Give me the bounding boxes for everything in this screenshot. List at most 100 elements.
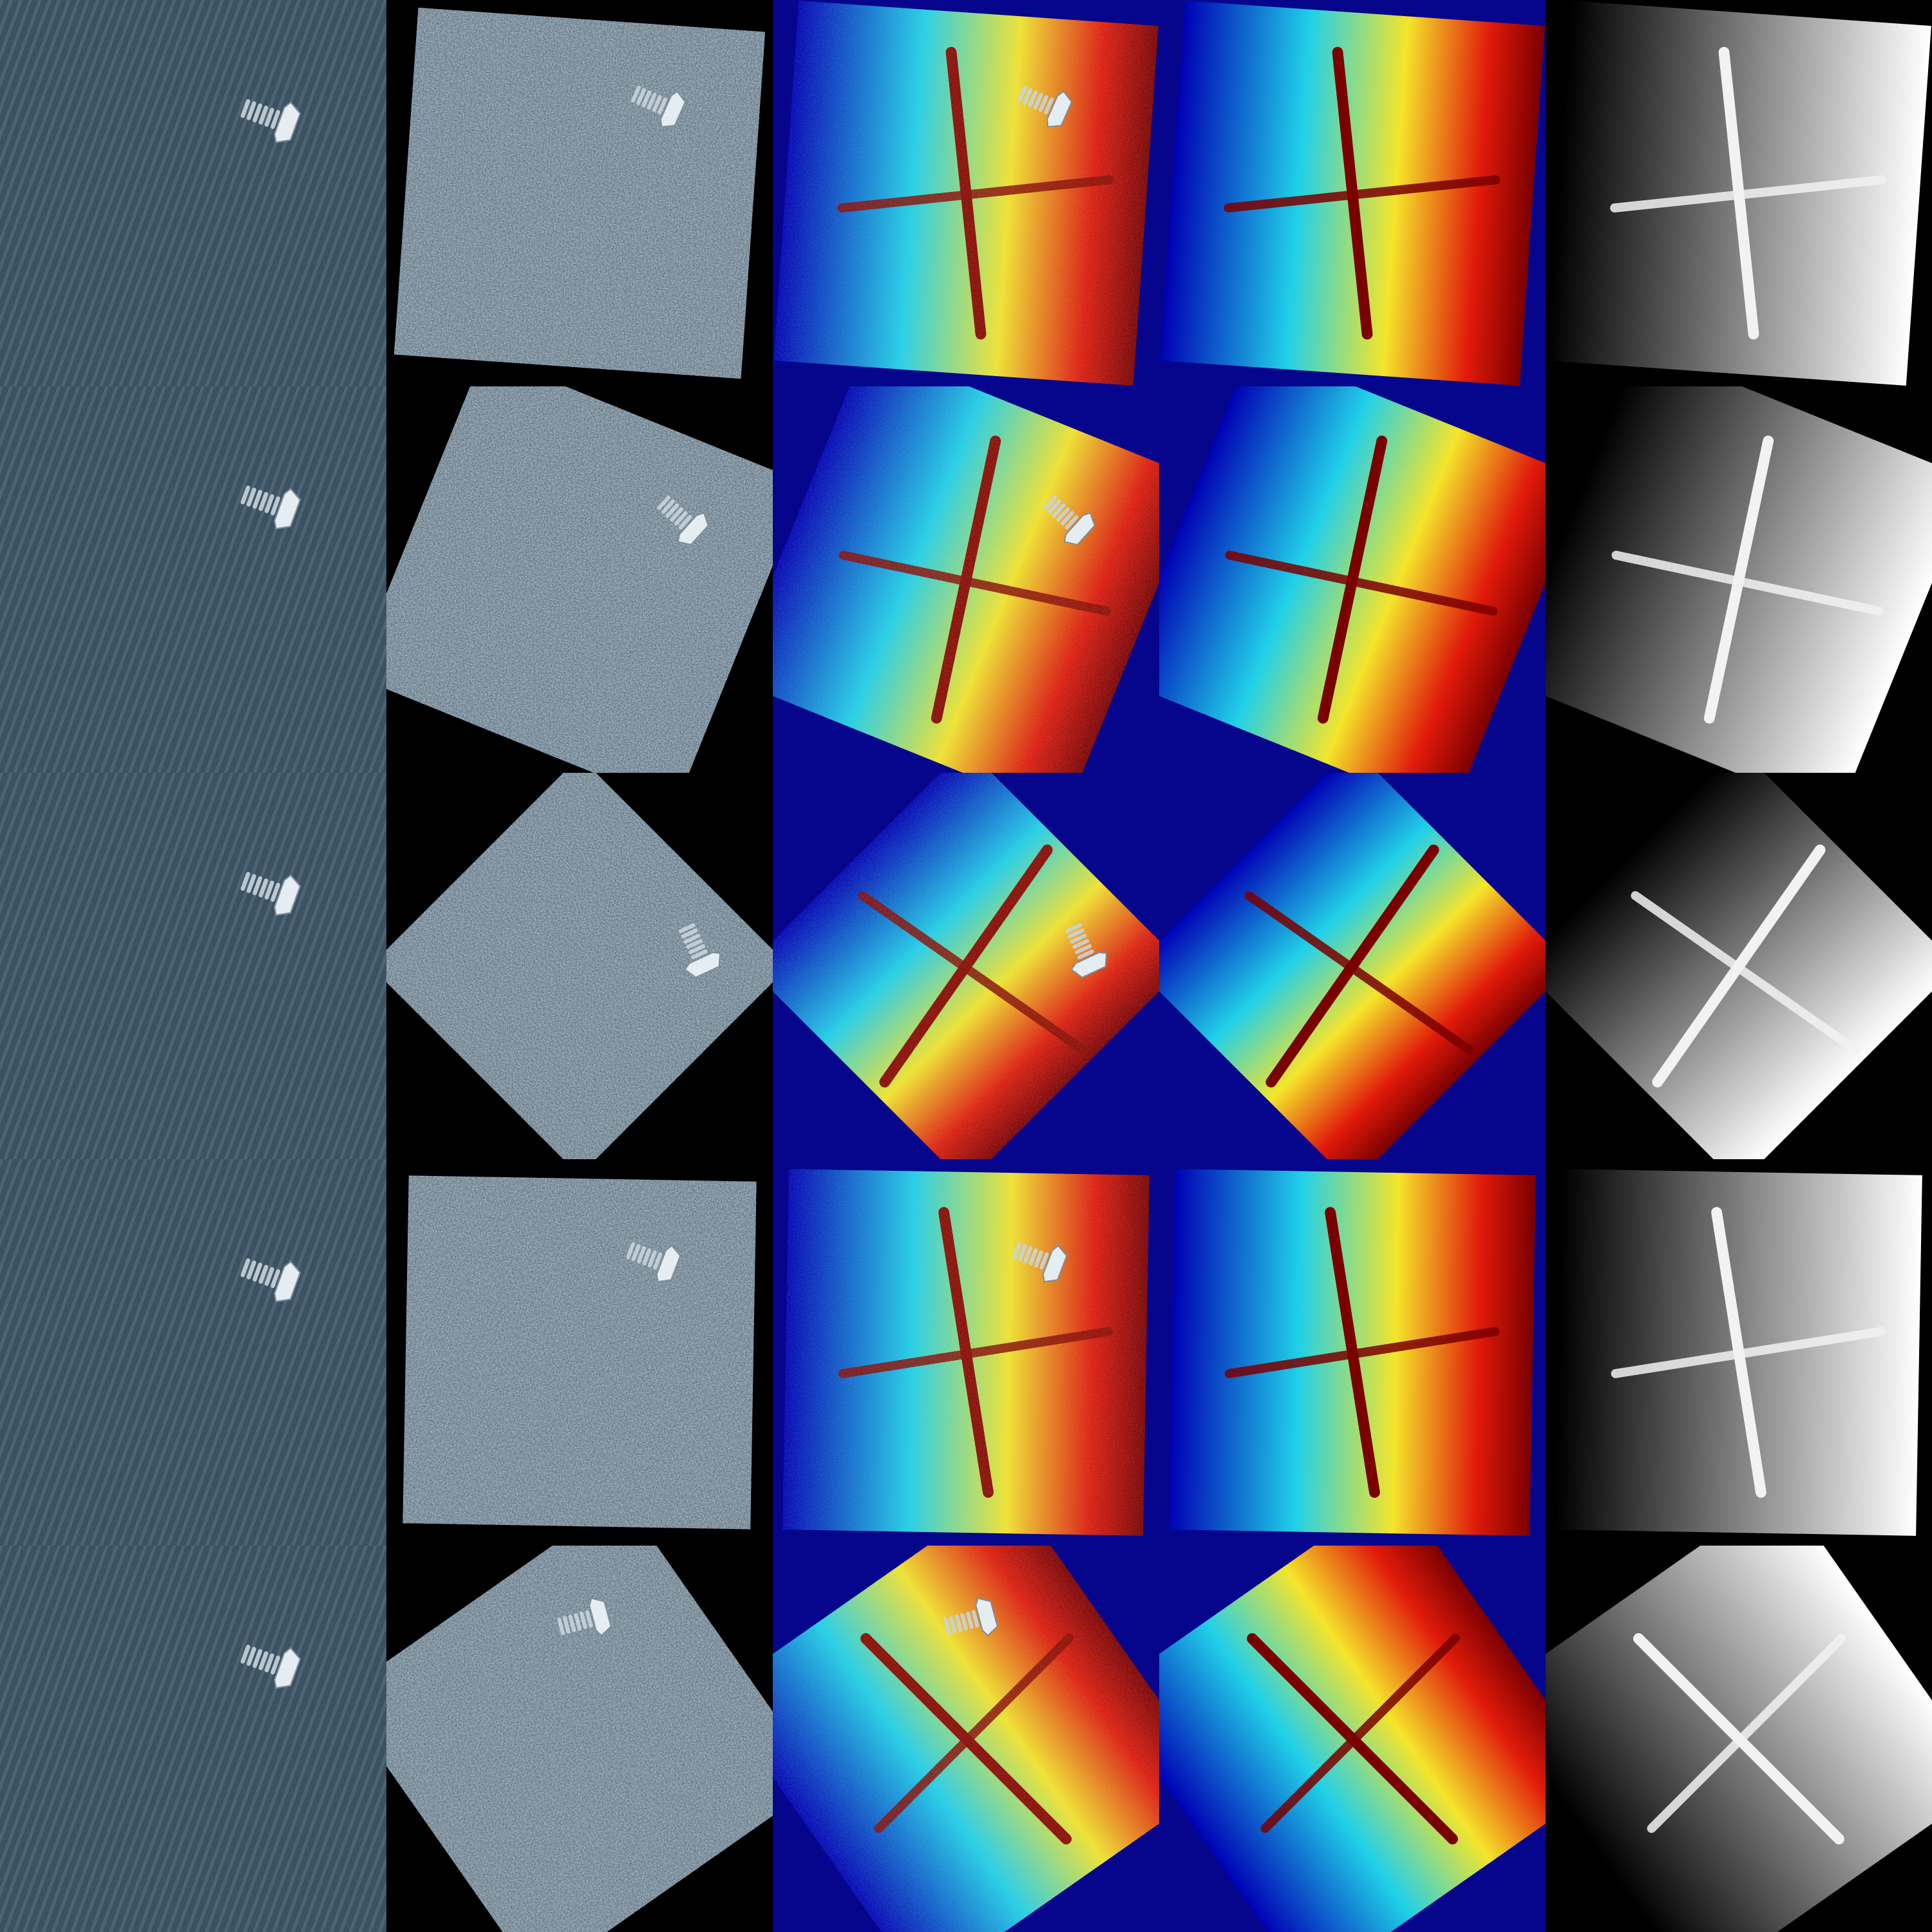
tile-image <box>773 386 1159 773</box>
rotated-region <box>1160 1 1545 386</box>
cross-marker <box>1225 435 1498 724</box>
bolt <box>630 86 687 128</box>
bolt <box>240 1644 301 1689</box>
cross-marker <box>1224 46 1501 340</box>
bolt <box>240 1258 301 1303</box>
noise-texture <box>386 773 773 1159</box>
tile-r2-c3-jet-depth-overlay <box>773 386 1159 773</box>
tile-r5-c3-jet-depth-overlay <box>773 1546 1159 1932</box>
bolt <box>240 871 301 916</box>
cross-marker <box>1610 46 1887 340</box>
cross-marker <box>1244 844 1474 1088</box>
cross-marker <box>1611 435 1884 724</box>
bolt <box>678 923 721 978</box>
tile-image <box>1546 773 1932 1159</box>
cross-marker <box>1247 1633 1461 1844</box>
tile-image <box>1546 1159 1932 1546</box>
tile-image <box>0 1546 386 1932</box>
cross-marker <box>1633 1633 1847 1844</box>
tile-image <box>386 1546 773 1932</box>
tile-r4-c5-grayscale-depth <box>1546 1159 1932 1546</box>
bolt <box>943 1597 998 1637</box>
tile-r1-c2-augmented-photo <box>386 0 773 386</box>
tile-r2-c4-jet-depth <box>1159 386 1546 773</box>
tile-image <box>1546 0 1932 386</box>
tile-image <box>0 1159 386 1546</box>
rotated-region <box>386 1546 773 1932</box>
tile-r3-c3-jet-depth-overlay <box>773 773 1159 1159</box>
tile-image <box>386 0 773 386</box>
tile-r5-c2-augmented-photo <box>386 1546 773 1932</box>
rotated-region <box>1546 1 1931 386</box>
noise-texture <box>393 7 766 379</box>
bolt <box>240 99 301 144</box>
cross-marker <box>1224 1207 1500 1498</box>
rotated-region <box>773 386 1159 773</box>
noise-texture <box>386 386 773 773</box>
bolt <box>1065 923 1108 978</box>
tile-r4-c4-jet-depth <box>1159 1159 1546 1546</box>
tile-r3-c5-grayscale-depth <box>1546 773 1932 1159</box>
noise-texture <box>402 1175 757 1530</box>
tile-r3-c2-augmented-photo <box>386 773 773 1159</box>
tile-r3-c4-jet-depth <box>1159 773 1546 1159</box>
rotated-region <box>1159 386 1546 773</box>
bolt <box>1017 86 1073 128</box>
rotated-region <box>386 773 773 1159</box>
tile-image <box>1159 773 1546 1159</box>
fabric-background <box>0 773 386 1159</box>
fabric-background <box>0 1159 386 1546</box>
tile-r5-c1-original-photo <box>0 1546 386 1932</box>
tile-r2-c2-augmented-photo <box>386 386 773 773</box>
noise-texture <box>386 1546 773 1932</box>
fabric-background <box>0 1546 386 1932</box>
fabric-background <box>0 386 386 773</box>
tile-image <box>773 1159 1159 1546</box>
rotated-region <box>386 386 773 773</box>
tile-r5-c5-grayscale-depth <box>1546 1546 1932 1932</box>
tile-r1-c3-jet-depth-overlay <box>773 0 1159 386</box>
bolt <box>657 495 709 545</box>
tile-r1-c5-grayscale-depth <box>1546 0 1932 386</box>
tile-r2-c5-grayscale-depth <box>1546 386 1932 773</box>
bolt <box>240 485 301 530</box>
tile-r3-c1-original-photo <box>0 773 386 1159</box>
bolt <box>1012 1242 1068 1283</box>
rotated-region <box>1169 1169 1536 1536</box>
rotated-region <box>782 1169 1150 1536</box>
tile-r4-c1-original-photo <box>0 1159 386 1546</box>
bolt <box>557 1597 612 1637</box>
tile-image <box>0 0 386 386</box>
tile-image <box>1159 386 1546 773</box>
tile-r5-c4-jet-depth <box>1159 1546 1546 1932</box>
cross-marker <box>1611 1207 1886 1498</box>
rotated-region <box>1546 1546 1932 1932</box>
tile-r1-c1-original-photo <box>0 0 386 386</box>
cross-marker <box>1631 844 1861 1088</box>
tile-image <box>386 386 773 773</box>
rotated-region <box>1159 1546 1546 1932</box>
tile-image <box>0 773 386 1159</box>
rotated-region <box>1546 773 1932 1159</box>
bolt <box>626 1242 681 1283</box>
tile-image <box>773 0 1159 386</box>
rotated-region <box>1555 1169 1922 1536</box>
tile-image <box>1159 0 1546 386</box>
tile-image <box>773 1546 1159 1932</box>
rotated-region <box>393 7 766 379</box>
fabric-background <box>0 0 386 386</box>
tile-image <box>386 1159 773 1546</box>
rotated-region <box>402 1175 757 1530</box>
rotated-region <box>773 1546 1159 1932</box>
rotated-region <box>773 1 1159 386</box>
tile-r4-c3-jet-depth-overlay <box>773 1159 1159 1546</box>
tile-image <box>773 773 1159 1159</box>
tile-image <box>0 386 386 773</box>
tile-r1-c4-jet-depth <box>1159 0 1546 386</box>
rotated-region <box>1546 386 1932 773</box>
tile-r4-c2-augmented-photo <box>386 1159 773 1546</box>
tile-image <box>1159 1546 1546 1932</box>
tile-image <box>1159 1159 1546 1546</box>
tile-image <box>1546 386 1932 773</box>
